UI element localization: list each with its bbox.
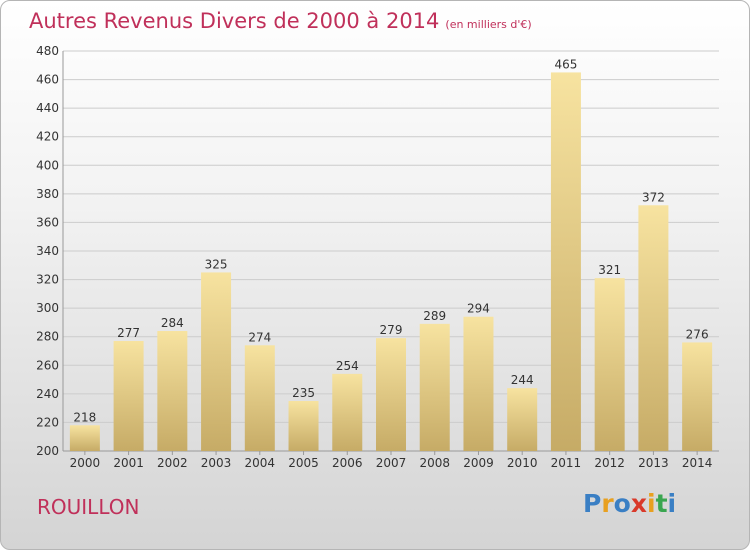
bar (376, 338, 406, 451)
y-tick-label: 300 (36, 301, 59, 315)
chart-subtitle: (en milliers d'€) (445, 18, 532, 31)
bar (638, 205, 669, 451)
y-tick-label: 280 (36, 330, 59, 344)
bar (419, 323, 450, 451)
bar (201, 272, 232, 451)
bar (682, 342, 713, 451)
bar-value-label: 244 (511, 373, 534, 387)
x-tick-label: 2004 (245, 456, 276, 470)
x-tick-label: 2002 (157, 456, 188, 470)
x-tick-label: 2006 (332, 456, 363, 470)
x-tick-label: 2001 (113, 456, 144, 470)
y-tick-label: 320 (36, 273, 59, 287)
x-tick-label: 2012 (594, 456, 625, 470)
bar-value-label: 254 (336, 359, 359, 373)
logo-letter: P (583, 489, 602, 518)
x-tick-label: 2013 (638, 456, 669, 470)
bar (157, 331, 188, 451)
logo-letter: i (647, 489, 656, 518)
y-tick-label: 220 (36, 415, 59, 429)
bar-value-label: 276 (686, 327, 709, 341)
title-text: Autres Revenus Divers de 2000 à 2014 (29, 9, 440, 33)
bar (69, 425, 100, 451)
y-tick-label: 460 (36, 73, 59, 87)
x-tick-label: 2011 (551, 456, 582, 470)
logo-letter: x (630, 489, 647, 518)
bar-value-label: 289 (423, 309, 446, 323)
bar-value-label: 325 (205, 257, 228, 271)
bar-value-label: 277 (117, 326, 140, 340)
bar-value-label: 372 (642, 190, 665, 204)
bar (113, 341, 144, 451)
bar-value-label: 274 (248, 330, 271, 344)
bar (550, 72, 581, 451)
x-tick-label: 2005 (288, 456, 319, 470)
y-tick-label: 480 (36, 44, 59, 58)
bar-value-label: 284 (161, 316, 184, 330)
y-tick-label: 360 (36, 215, 59, 229)
bar (244, 345, 275, 451)
y-tick-labels: 200 220 240 260 280 300 320 340 360 380 400 420 440 4… (36, 44, 59, 458)
x-tick-label: 2003 (201, 456, 232, 470)
logo-letter: t (655, 489, 668, 518)
y-tick-label: 340 (36, 244, 59, 258)
y-tick-label: 260 (36, 358, 59, 372)
y-tick-label: 420 (36, 130, 59, 144)
x-tick-labels: 2000 2001 2002 2003 2004 2005 2006 2007 2008 2009… (70, 451, 713, 470)
x-tick-label: 2010 (507, 456, 538, 470)
bar (463, 316, 494, 451)
bars: 218 277 284 325 274 235 254 279 289 294 244 465 321 3… (69, 57, 713, 451)
bar-value-label: 465 (554, 57, 577, 71)
y-tick-label: 400 (36, 158, 59, 172)
logo-letter: r (601, 489, 614, 518)
bar-value-label: 235 (292, 386, 315, 400)
x-tick-label: 2008 (419, 456, 450, 470)
proxiti-logo[interactable]: Proxiti (583, 489, 676, 518)
y-tick-label: 380 (36, 187, 59, 201)
bar (332, 373, 363, 451)
x-tick-label: 2009 (463, 456, 494, 470)
y-tick-label: 200 (36, 444, 59, 458)
y-tick-label: 240 (36, 387, 59, 401)
chart-title: Autres Revenus Divers de 2000 à 2014 (en … (29, 9, 532, 33)
bar-value-label: 218 (73, 410, 96, 424)
bar (594, 278, 625, 451)
x-tick-label: 2000 (70, 456, 101, 470)
bar-value-label: 294 (467, 302, 490, 316)
place-name: ROUILLON (37, 495, 140, 519)
bar-value-label: 279 (380, 323, 403, 337)
bar-value-label: 321 (598, 263, 621, 277)
logo-letter: i (667, 489, 677, 518)
bar (288, 401, 319, 451)
bar (507, 388, 538, 451)
x-tick-label: 2007 (376, 456, 407, 470)
logo-letter: o (613, 489, 631, 518)
x-tick-label: 2014 (682, 456, 713, 470)
y-tick-label: 440 (36, 101, 59, 115)
